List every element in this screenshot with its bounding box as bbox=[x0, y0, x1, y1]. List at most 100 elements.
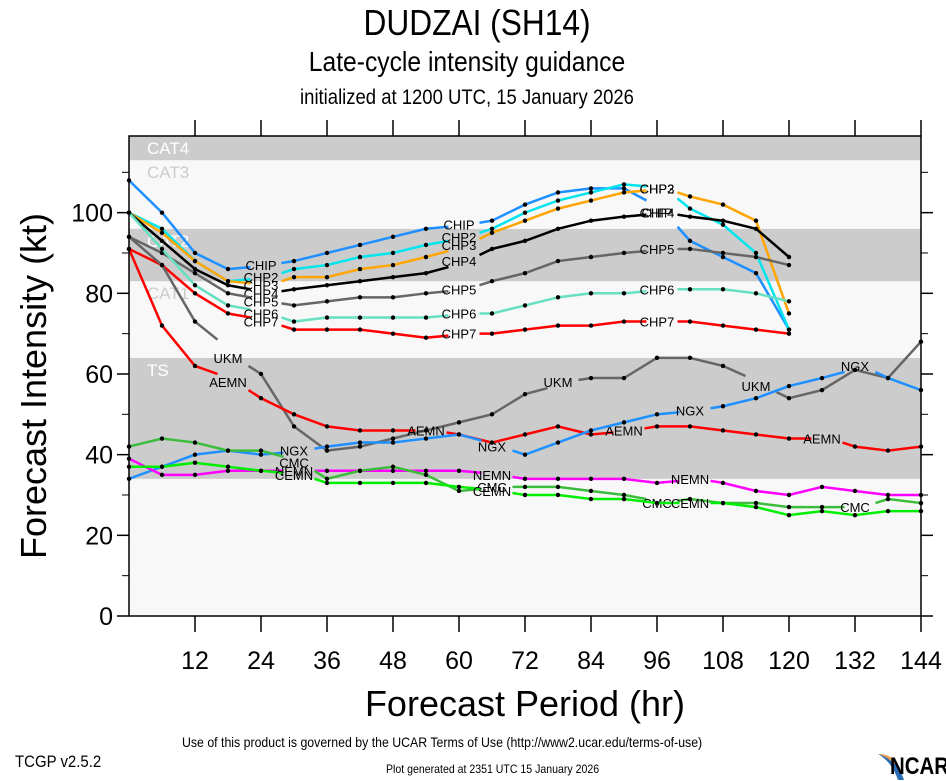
data-point-chp7 bbox=[225, 311, 231, 316]
data-point-cemn bbox=[159, 464, 165, 469]
data-point-ngx bbox=[357, 440, 363, 445]
data-point-chp3 bbox=[159, 230, 165, 236]
data-point-chp7 bbox=[621, 319, 627, 324]
data-point-chp5 bbox=[555, 258, 561, 264]
data-point-cmc bbox=[324, 476, 330, 482]
data-point-chp3 bbox=[192, 258, 198, 264]
band-cat4 bbox=[129, 136, 921, 161]
data-point-ukm bbox=[588, 375, 594, 381]
x-tick-label: 60 bbox=[445, 647, 473, 675]
data-point-nemn bbox=[819, 484, 825, 490]
data-point-ukm bbox=[522, 391, 528, 397]
data-point-nemn bbox=[423, 468, 429, 473]
series-label-ngx: NGX bbox=[676, 403, 705, 418]
data-point-chp2 bbox=[786, 327, 792, 332]
data-point-chp2 bbox=[291, 266, 297, 272]
data-point-chp5 bbox=[291, 303, 297, 308]
data-point-ukm bbox=[192, 319, 198, 324]
data-point-aemn bbox=[522, 432, 528, 437]
data-point-aemn bbox=[720, 428, 726, 433]
data-point-chp5 bbox=[720, 250, 726, 256]
band-ts bbox=[129, 357, 921, 479]
data-point-chp4 bbox=[192, 266, 198, 272]
data-point-chp7 bbox=[555, 323, 561, 328]
series-line-ukm bbox=[128, 235, 219, 341]
data-point-nemn bbox=[225, 468, 231, 473]
data-point-ngx bbox=[819, 375, 825, 381]
data-point-chip bbox=[324, 250, 330, 256]
series-label-chp5: CHP5 bbox=[442, 282, 477, 297]
band-label-cat4: CAT4 bbox=[147, 139, 189, 158]
data-point-chip bbox=[588, 186, 594, 191]
generated-timestamp: Plot generated at 2351 UTC 15 January 20… bbox=[386, 762, 600, 776]
data-point-chp6 bbox=[390, 315, 396, 320]
series-label-chp6: CHP6 bbox=[244, 306, 279, 321]
data-point-cmc bbox=[192, 440, 198, 445]
data-point-chip bbox=[291, 258, 297, 264]
data-point-cmc bbox=[786, 504, 792, 510]
series-label-chp3: CHP3 bbox=[442, 238, 477, 253]
data-point-ukm bbox=[423, 428, 429, 433]
data-point-chp7 bbox=[522, 327, 528, 332]
series-line-cemn bbox=[129, 461, 284, 475]
version-label: TCGP v2.5.2 bbox=[15, 752, 102, 771]
data-point-cmc bbox=[819, 504, 825, 510]
data-point-ngx bbox=[522, 452, 528, 457]
series-label-chp3: CHP3 bbox=[640, 181, 675, 196]
data-point-chp4 bbox=[357, 279, 363, 284]
data-point-chp2 bbox=[687, 206, 693, 211]
data-point-ukm bbox=[159, 262, 165, 268]
data-point-chp2 bbox=[423, 242, 429, 248]
data-point-nemn bbox=[456, 468, 462, 473]
series-label-chp7: CHP7 bbox=[244, 315, 279, 330]
data-point-ngx bbox=[390, 440, 396, 445]
data-point-ukm bbox=[687, 355, 693, 361]
data-point-ngx bbox=[621, 420, 627, 425]
series-label-nemn: NEMN bbox=[275, 464, 313, 479]
data-point-chp6 bbox=[522, 303, 528, 308]
data-point-ngx bbox=[555, 440, 561, 445]
series-label-chip: CHIP bbox=[641, 206, 672, 221]
data-point-chip bbox=[159, 210, 165, 215]
initialization-time: initialized at 1200 UTC, 15 January 2026 bbox=[300, 86, 634, 109]
data-point-chp7 bbox=[720, 323, 726, 328]
data-point-nemn bbox=[588, 476, 594, 482]
data-point-aemn bbox=[753, 432, 759, 437]
data-point-ukm bbox=[456, 420, 462, 425]
data-point-cemn bbox=[852, 512, 858, 518]
series-aemn: AEMN AEMN AEMN AEMN bbox=[126, 246, 924, 453]
data-point-ukm bbox=[786, 395, 792, 401]
data-point-chp4 bbox=[291, 287, 297, 292]
series-label-cmc: CMC bbox=[279, 456, 309, 471]
y-tick-label: 60 bbox=[85, 361, 113, 389]
data-point-cmc bbox=[555, 484, 561, 490]
data-point-cmc bbox=[687, 496, 693, 502]
series-lines: CHIPCHIPCHIPCHP2CHP2CHP2CHP3CHP3CHP3CHP4… bbox=[126, 178, 924, 518]
data-point-aemn bbox=[654, 424, 660, 429]
x-tick-label: 72 bbox=[511, 647, 539, 675]
series-label-chp6: CHP6 bbox=[640, 282, 675, 297]
x-tick-label: 132 bbox=[834, 647, 876, 675]
data-point-chip bbox=[357, 242, 363, 248]
series-chp5: CHP5 CHP5 CHP5 bbox=[126, 234, 792, 309]
data-point-chp4 bbox=[225, 283, 231, 288]
data-point-nemn bbox=[522, 476, 528, 482]
data-point-cemn bbox=[390, 480, 396, 486]
series-label-cemn: CEMN bbox=[671, 496, 709, 511]
data-point-cemn bbox=[753, 504, 759, 510]
series-line-ngx bbox=[128, 449, 284, 481]
data-point-aemn bbox=[192, 363, 198, 369]
data-point-ngx bbox=[885, 375, 891, 381]
x-tick-label: 120 bbox=[768, 647, 810, 675]
data-point-nemn bbox=[885, 492, 891, 498]
data-point-chp4 bbox=[753, 226, 759, 231]
data-point-chp5 bbox=[357, 295, 363, 300]
data-point-chp2 bbox=[357, 254, 363, 260]
data-point-chp3 bbox=[291, 274, 297, 280]
band-label-cat3: CAT3 bbox=[147, 163, 189, 182]
data-point-cmc bbox=[357, 468, 363, 473]
data-point-cemn bbox=[819, 508, 825, 514]
ncar-logo: NCAR bbox=[876, 752, 946, 780]
axes: 0 20 40 60 80 100 12 24 36 48 60 72 84 96 108 120 132 144… bbox=[13, 120, 942, 724]
series-line-aemn bbox=[127, 248, 218, 376]
